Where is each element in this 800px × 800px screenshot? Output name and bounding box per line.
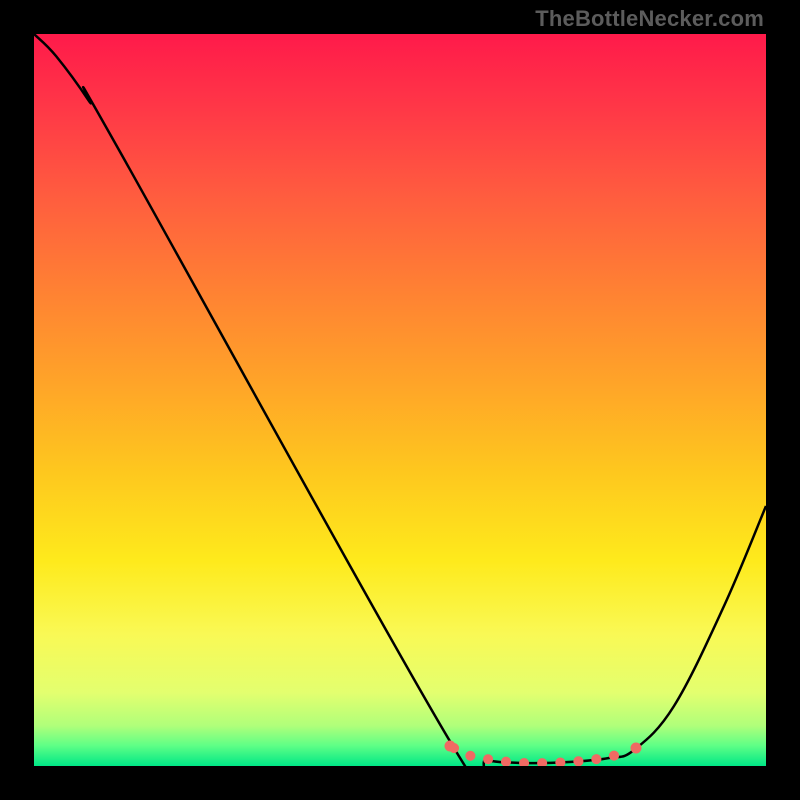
- plot-area: [34, 34, 766, 766]
- watermark-text: TheBottleNecker.com: [535, 6, 764, 32]
- curve-layer: [34, 34, 766, 766]
- chart-container: TheBottleNecker.com: [0, 0, 800, 800]
- optimal-range-dots: [454, 748, 631, 763]
- bottleneck-curve: [34, 34, 766, 766]
